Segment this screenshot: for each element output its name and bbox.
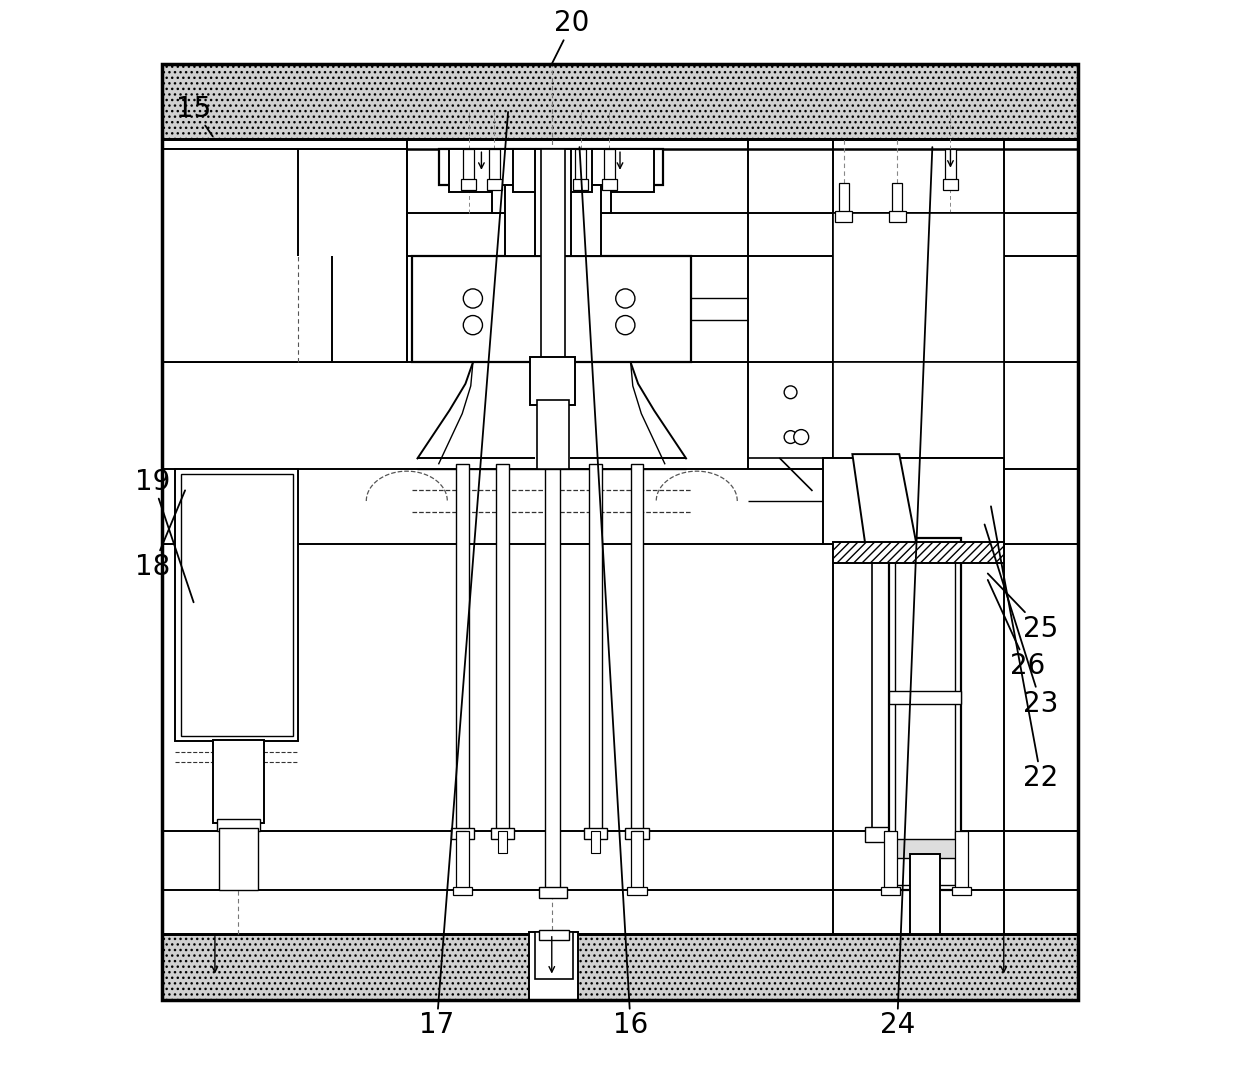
Bar	[866, 827, 898, 842]
Circle shape	[616, 289, 635, 308]
Bar	[589, 464, 601, 831]
Bar	[439, 149, 662, 185]
Bar	[951, 887, 971, 895]
Circle shape	[784, 386, 797, 399]
Bar	[955, 831, 967, 890]
Text: 18: 18	[135, 490, 185, 581]
Bar	[604, 149, 615, 181]
Bar	[882, 887, 900, 895]
Circle shape	[794, 430, 808, 445]
Bar	[573, 179, 588, 190]
Bar	[601, 179, 616, 190]
Bar	[541, 149, 564, 362]
Bar	[632, 831, 641, 853]
Bar	[491, 828, 515, 839]
Bar	[181, 474, 293, 736]
Bar	[822, 458, 1003, 544]
Bar	[161, 934, 1079, 1000]
Text: 15: 15	[176, 95, 213, 136]
Bar	[631, 831, 644, 890]
Bar	[161, 149, 407, 362]
Bar	[161, 64, 1079, 139]
Bar	[833, 213, 1003, 362]
Bar	[631, 464, 644, 831]
Bar	[836, 211, 852, 222]
Text: 26: 26	[988, 580, 1045, 680]
Bar	[213, 740, 264, 823]
Bar	[910, 854, 940, 934]
Circle shape	[784, 431, 797, 443]
Text: 23: 23	[985, 524, 1059, 717]
Bar	[889, 211, 905, 222]
Bar	[487, 179, 502, 190]
Bar	[591, 831, 600, 853]
Bar	[627, 887, 646, 895]
Bar	[412, 256, 692, 362]
Bar	[176, 469, 298, 741]
Bar	[453, 887, 472, 895]
Text: 20: 20	[552, 10, 590, 64]
Bar	[945, 149, 956, 181]
Bar	[625, 828, 649, 839]
Text: 24: 24	[879, 147, 932, 1039]
Bar	[889, 839, 961, 858]
Bar	[456, 831, 469, 890]
Bar	[458, 831, 466, 853]
Circle shape	[464, 289, 482, 308]
Bar	[942, 179, 959, 190]
Bar	[450, 828, 474, 839]
Bar	[161, 139, 1079, 934]
Bar	[546, 469, 560, 890]
Bar	[534, 932, 573, 979]
Circle shape	[616, 316, 635, 335]
Circle shape	[464, 316, 482, 335]
Bar	[584, 828, 608, 839]
Bar	[219, 828, 258, 890]
Bar	[464, 149, 474, 181]
Text: 16: 16	[579, 147, 649, 1039]
Bar	[496, 464, 510, 831]
Bar	[539, 887, 567, 898]
Bar	[161, 64, 1079, 1000]
Bar	[539, 930, 569, 940]
Bar	[575, 149, 585, 181]
Bar	[498, 831, 507, 853]
Bar	[456, 464, 469, 831]
Bar	[449, 149, 655, 192]
Bar	[872, 560, 890, 831]
Bar	[838, 183, 849, 213]
Bar	[884, 831, 898, 890]
Bar	[537, 400, 569, 469]
Bar	[505, 185, 601, 256]
Bar	[489, 149, 500, 181]
Bar	[833, 542, 1003, 563]
Bar	[534, 149, 570, 256]
Bar	[833, 362, 1003, 469]
Bar	[889, 458, 1003, 544]
Bar	[892, 183, 903, 213]
Text: 25: 25	[988, 574, 1059, 643]
Bar	[217, 819, 259, 831]
Text: 22: 22	[991, 506, 1059, 792]
Bar	[531, 357, 575, 405]
Bar	[461, 179, 476, 190]
Bar	[889, 691, 961, 704]
Text: 17: 17	[419, 112, 508, 1039]
Bar	[529, 932, 578, 1000]
Bar	[513, 149, 593, 192]
Bar	[889, 538, 961, 890]
Bar	[492, 185, 611, 213]
Polygon shape	[852, 454, 916, 544]
Bar	[895, 544, 955, 885]
Text: 19: 19	[135, 468, 193, 602]
